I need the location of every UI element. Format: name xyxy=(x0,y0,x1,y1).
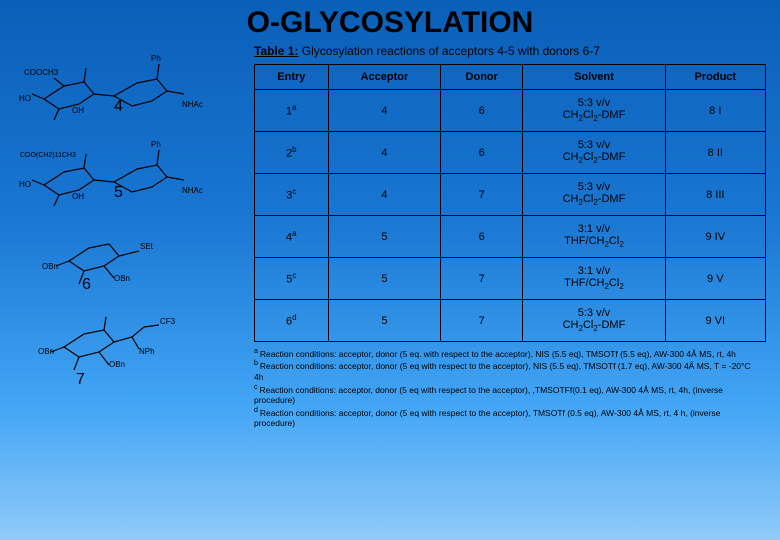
label-obn6b: OBn xyxy=(42,262,58,271)
cell-donor: 6 xyxy=(441,90,523,132)
cell-donor: 6 xyxy=(441,132,523,174)
reactions-table: Entry Acceptor Donor Solvent Product 1a4… xyxy=(254,64,766,342)
cell-product: 8 III xyxy=(665,174,765,216)
label-ph: Ph xyxy=(151,54,161,63)
cell-entry: 2b xyxy=(255,132,329,174)
cell-product: 9 V xyxy=(665,258,765,300)
label-obn7: OBn xyxy=(109,360,125,369)
label-ho5: HO xyxy=(19,180,31,189)
cell-entry: 5c xyxy=(255,258,329,300)
footnote-c: c Reaction conditions: acceptor, donor (… xyxy=(254,384,760,406)
structure-5-number: 5 xyxy=(114,184,123,202)
label-cf3: CF3 xyxy=(160,317,175,326)
th-acceptor: Acceptor xyxy=(328,65,441,90)
cell-entry: 1a xyxy=(255,90,329,132)
structure-5: COO(CH2)11CH3 HO OH Ph NHAc 5 xyxy=(14,130,244,210)
th-solvent: Solvent xyxy=(523,65,665,90)
table-row: 6d575:3 v/vCH2Cl2-DMF9 VI xyxy=(255,300,766,342)
table-row: 1a465:3 v/vCH2Cl2-DMF8 I xyxy=(255,90,766,132)
cell-acceptor: 4 xyxy=(328,174,441,216)
cell-solvent: 5:3 v/vCH2Cl2-DMF xyxy=(523,132,665,174)
footnote-d: d Reaction conditions: acceptor, donor (… xyxy=(254,407,760,429)
cell-acceptor: 5 xyxy=(328,258,441,300)
cell-donor: 7 xyxy=(441,300,523,342)
table-row: 4a563:1 v/vTHF/CH2Cl29 IV xyxy=(255,216,766,258)
table-caption-text: Glycosylation reactions of acceptors 4-5… xyxy=(298,44,599,58)
table-row: 3c475:3 v/vCH2Cl2-DMF8 III xyxy=(255,174,766,216)
label-nph: NPh xyxy=(139,347,155,356)
footnotes: a Reaction conditions: acceptor, donor (… xyxy=(254,348,766,429)
label-nhac5: NHAc xyxy=(182,186,203,195)
page-title: O-GLYCOSYLATION xyxy=(0,0,780,44)
cell-product: 9 IV xyxy=(665,216,765,258)
label-set: SEt xyxy=(140,242,153,251)
label-cooch3: COOCH3 xyxy=(24,68,58,77)
structure-4-number: 4 xyxy=(114,98,123,116)
structures-column: COOCH3 HO OH Ph NHAc 4 COO(C xyxy=(14,44,244,430)
content-area: COOCH3 HO OH Ph NHAc 4 COO(C xyxy=(0,44,780,430)
structure-6: SEt OBn OBn 6 xyxy=(14,216,244,291)
th-product: Product xyxy=(665,65,765,90)
label-oh: OH xyxy=(72,106,84,115)
table-row: 5c573:1 v/vTHF/CH2Cl29 V xyxy=(255,258,766,300)
footnote-b: b Reaction conditions: acceptor, donor (… xyxy=(254,360,760,382)
label-oh5: OH xyxy=(72,192,84,201)
cell-product: 9 VI xyxy=(665,300,765,342)
th-donor: Donor xyxy=(441,65,523,90)
cell-donor: 7 xyxy=(441,258,523,300)
structure-7-number: 7 xyxy=(76,371,85,389)
cell-solvent: 5:3 v/vCH2Cl2-DMF xyxy=(523,174,665,216)
label-cooch2: COO(CH2)11CH3 xyxy=(20,152,76,159)
cell-donor: 6 xyxy=(441,216,523,258)
cell-entry: 3c xyxy=(255,174,329,216)
label-obn7b: OBn xyxy=(38,347,54,356)
th-entry: Entry xyxy=(255,65,329,90)
label-obn6a: OBn xyxy=(114,274,130,283)
table-row: 2b465:3 v/vCH2Cl2-DMF8 II xyxy=(255,132,766,174)
table-header-row: Entry Acceptor Donor Solvent Product xyxy=(255,65,766,90)
cell-acceptor: 4 xyxy=(328,132,441,174)
cell-solvent: 3:1 v/vTHF/CH2Cl2 xyxy=(523,258,665,300)
cell-product: 8 I xyxy=(665,90,765,132)
right-column: Table 1: Glycosylation reactions of acce… xyxy=(244,44,766,430)
label-ph5: Ph xyxy=(151,140,161,149)
cell-solvent: 5:3 v/vCH2Cl2-DMF xyxy=(523,90,665,132)
cell-entry: 6d xyxy=(255,300,329,342)
structure-6-number: 6 xyxy=(82,276,91,294)
footnote-a: a Reaction conditions: acceptor, donor (… xyxy=(254,348,760,359)
cell-acceptor: 4 xyxy=(328,90,441,132)
structure-4: COOCH3 HO OH Ph NHAc 4 xyxy=(14,44,244,124)
label-ho: HO xyxy=(19,94,31,103)
structure-7: CF3 OBn NPh OBn 7 xyxy=(14,297,244,387)
cell-product: 8 II xyxy=(665,132,765,174)
cell-entry: 4a xyxy=(255,216,329,258)
cell-solvent: 5:3 v/vCH2Cl2-DMF xyxy=(523,300,665,342)
table-caption: Table 1: Glycosylation reactions of acce… xyxy=(254,44,766,58)
cell-solvent: 3:1 v/vTHF/CH2Cl2 xyxy=(523,216,665,258)
table-caption-label: Table 1: xyxy=(254,44,298,58)
cell-donor: 7 xyxy=(441,174,523,216)
cell-acceptor: 5 xyxy=(328,300,441,342)
label-nhac: NHAc xyxy=(182,100,203,109)
cell-acceptor: 5 xyxy=(328,216,441,258)
